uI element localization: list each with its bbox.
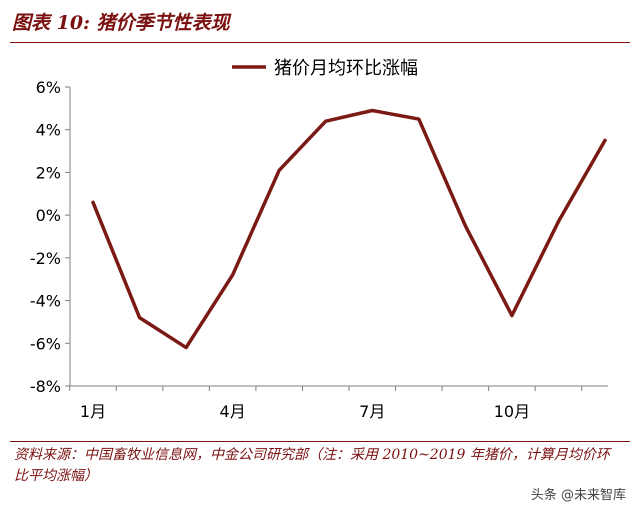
y-tick-label: -6% — [30, 334, 61, 353]
x-tick-label: 7月 — [359, 402, 385, 421]
y-tick-label: 2% — [36, 163, 61, 182]
source-note: 资料来源：中国畜牧业信息网，中金公司研究部（注：采用 2010~2019 年猪价… — [14, 447, 610, 484]
x-tick-label: 10月 — [494, 402, 530, 421]
y-tick-label: -2% — [30, 249, 61, 268]
y-tick-label: -4% — [30, 292, 61, 311]
watermark: 头条 @未来智库 — [530, 488, 626, 503]
x-tick-label: 1月 — [80, 402, 106, 421]
y-tick-label: 0% — [36, 206, 61, 225]
figure-title: 图表 10: 猪价季节性表现 — [12, 12, 230, 34]
series-line — [91, 108, 607, 350]
title-rule — [10, 42, 630, 43]
source-rule — [10, 441, 630, 442]
legend-label: 猪价月均环比涨幅 — [274, 58, 418, 79]
x-tick-label: 4月 — [220, 402, 246, 421]
y-tick-label: 4% — [36, 121, 61, 140]
y-tick-label: -8% — [30, 377, 61, 396]
y-tick-label: 6% — [36, 78, 61, 97]
